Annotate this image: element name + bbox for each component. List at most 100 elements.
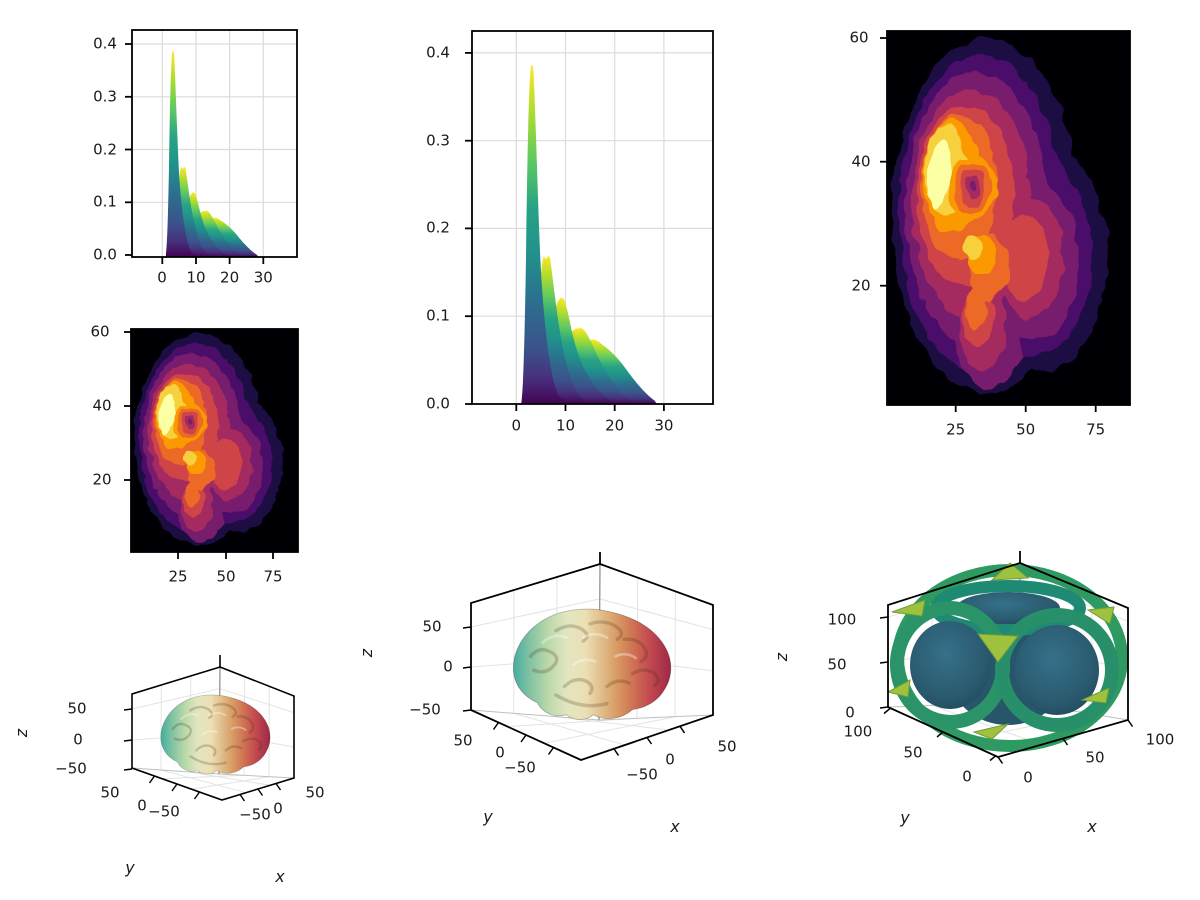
z-tick-label: 0 — [845, 703, 855, 722]
tick-marks — [879, 616, 1134, 764]
z-tick-label: 50 — [422, 617, 442, 636]
panel-brain-small: 50 0 −50 50 0 −50 −50 0 50 z y x — [10, 635, 340, 900]
y-tick-label: 0 — [495, 743, 505, 762]
z-tick-label: 0 — [443, 657, 453, 676]
plot-frame — [471, 30, 714, 405]
tick-marks — [124, 331, 274, 559]
x-tick-label: 20 — [605, 416, 625, 435]
tick-marks — [123, 708, 282, 802]
cone-glyphs — [886, 562, 1115, 740]
x-tick-label: 25 — [168, 567, 188, 586]
y-tick-label: −50 — [148, 802, 180, 821]
brain-small-canvas — [123, 655, 295, 802]
contour-levels — [131, 329, 298, 552]
y-axis-label: y — [483, 807, 493, 826]
x-tick-label: 30 — [253, 268, 273, 287]
panel-isosurface: 100 50 0 100 50 0 0 50 100 z y x — [772, 550, 1200, 880]
density-large-canvas — [465, 30, 714, 411]
brain-mesh — [159, 693, 272, 776]
tick-marks — [880, 37, 1097, 412]
y-tick-label: 0.2 — [426, 218, 450, 237]
y-axis-label: y — [125, 858, 135, 877]
y-tick-label: 0.3 — [426, 131, 450, 150]
z-tick-label: −50 — [409, 700, 441, 719]
density-small-canvas — [125, 29, 298, 264]
z-tick-label: 50 — [827, 655, 847, 674]
z-tick-label: 100 — [827, 610, 857, 629]
x-tick-label: 30 — [654, 416, 674, 435]
contour-levels — [887, 31, 1130, 405]
panel-contour-large: 60 40 20 25 50 75 — [780, 10, 1200, 450]
x-tick-label: 0 — [511, 416, 522, 435]
y-tick-label: 60 — [849, 28, 869, 47]
brain-large-canvas — [462, 552, 714, 761]
x-axis-label: x — [1087, 817, 1097, 836]
x-axis-label: x — [670, 817, 680, 836]
z-axis-label: z — [12, 728, 31, 738]
z-tick-label: 0 — [73, 730, 83, 749]
panel-density-small: 0.4 0.3 0.2 0.1 0.0 0 10 20 30 — [60, 20, 320, 300]
grid-lines — [132, 30, 297, 257]
y-axis-label: y — [900, 808, 910, 827]
x-tick-label: 50 — [717, 737, 737, 756]
y-tick-label: 0.4 — [426, 43, 450, 62]
x-tick-label: 50 — [1085, 748, 1105, 767]
y-tick-label: 50 — [453, 731, 473, 750]
y-tick-label: 20 — [851, 276, 871, 295]
x-tick-label: 50 — [1016, 420, 1036, 439]
x-tick-label: 100 — [1145, 730, 1175, 749]
x-tick-label: 0 — [1023, 768, 1033, 787]
z-tick-label: 50 — [67, 699, 87, 718]
panel-brain-large: 50 0 −50 50 0 −50 −50 0 50 z y x — [357, 550, 780, 880]
y-tick-label: 50 — [100, 783, 120, 802]
x-tick-label: 10 — [186, 268, 206, 287]
plot-frame — [131, 29, 298, 258]
y-tick-label: 100 — [843, 722, 873, 741]
y-tick-label: 0 — [137, 796, 147, 815]
panel-density-large: 0.4 0.3 0.2 0.1 0.0 0 10 20 30 — [330, 10, 750, 460]
y-tick-label: 0.1 — [426, 306, 450, 325]
y-tick-label: 40 — [851, 152, 871, 171]
y-tick-label: 0.0 — [426, 394, 450, 413]
y-tick-label: 60 — [90, 322, 110, 341]
x-tick-label: 20 — [220, 268, 240, 287]
x-tick-label: 0 — [157, 268, 167, 287]
z-axis-label: z — [357, 648, 376, 658]
plot-frame — [130, 328, 299, 553]
x-tick-label: 75 — [1086, 420, 1106, 439]
plot-frame — [886, 30, 1131, 406]
x-tick-label: 50 — [305, 783, 325, 802]
panel-contour-small: 60 40 20 25 50 75 — [60, 300, 340, 590]
x-tick-label: 75 — [263, 567, 283, 586]
axes-box — [470, 552, 714, 761]
x-tick-label: 0 — [273, 799, 283, 818]
y-tick-label: 0 — [962, 767, 972, 786]
x-tick-label: −50 — [626, 765, 658, 784]
contour-small-canvas — [124, 328, 299, 559]
y-tick-label: 0.3 — [93, 87, 117, 106]
y-tick-label: 0.0 — [93, 245, 117, 264]
z-axis-label: z — [772, 652, 791, 662]
y-tick-label: 50 — [903, 743, 923, 762]
y-tick-label: 0.1 — [93, 192, 117, 211]
tick-marks — [462, 626, 686, 756]
x-tick-label: 10 — [555, 416, 576, 435]
x-tick-label: −50 — [239, 805, 271, 824]
y-tick-label: −50 — [504, 758, 536, 777]
x-tick-label: 25 — [946, 420, 966, 439]
y-tick-label: 0.2 — [93, 140, 117, 159]
contour-large-canvas — [880, 30, 1131, 412]
x-tick-label: 0 — [665, 750, 675, 769]
isosurface-canvas — [879, 551, 1134, 764]
axes-box — [131, 655, 295, 801]
tick-marks — [465, 52, 665, 411]
y-tick-label: 40 — [92, 396, 112, 415]
tick-marks — [125, 43, 265, 264]
isosurface-mesh — [886, 562, 1128, 752]
y-tick-label: 0.4 — [93, 34, 117, 53]
x-tick-label: 50 — [216, 567, 236, 586]
brain-mesh — [511, 607, 673, 722]
y-tick-label: 20 — [92, 470, 112, 489]
z-tick-label: −50 — [55, 759, 87, 778]
